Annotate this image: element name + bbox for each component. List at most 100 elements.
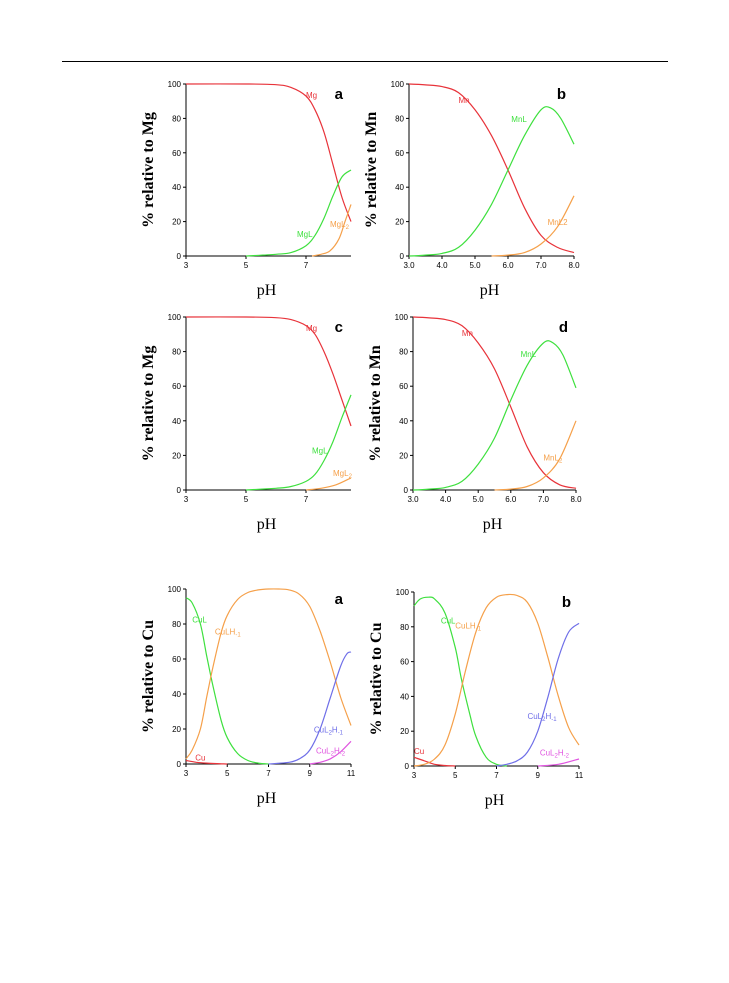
x-tick-label: 5.0 bbox=[473, 495, 485, 504]
y-axis-title: % relative to Mg bbox=[140, 112, 157, 228]
series-line-mn bbox=[408, 83, 575, 254]
y-tick-label: 80 bbox=[399, 348, 408, 357]
x-tick-label: 7 bbox=[494, 771, 499, 780]
y-tick-label: 60 bbox=[399, 382, 408, 391]
y-tick-label: 40 bbox=[172, 690, 181, 699]
y-axis-title: % relative to Mn bbox=[363, 112, 380, 229]
y-tick-label: 80 bbox=[395, 114, 404, 123]
y-tick-label: 60 bbox=[172, 655, 181, 664]
x-tick-label: 5 bbox=[453, 771, 458, 780]
x-tick-label: 3 bbox=[184, 769, 189, 778]
y-tick-label: 0 bbox=[400, 252, 405, 261]
series-line-mnl bbox=[412, 340, 577, 491]
panel-letter: a bbox=[335, 591, 344, 608]
x-tick-label: 7 bbox=[304, 495, 309, 504]
x-tick-label: 11 bbox=[347, 769, 356, 778]
series-line-culh-1 bbox=[413, 593, 580, 767]
curve-label: Cu bbox=[195, 754, 205, 763]
curve-label: MnL bbox=[511, 115, 527, 124]
chart-panel-2: 0 20 40 60 80 100 3.0 4.0 5.0 6.0 7.0 8.0 Mn MnL MnL2 b… bbox=[363, 80, 580, 299]
x-axis-title: pH bbox=[485, 792, 505, 809]
y-tick-label: 0 bbox=[405, 762, 410, 771]
panel-letter: b bbox=[557, 86, 566, 103]
curve-label: MgL2 bbox=[330, 220, 350, 231]
panel-letter: b bbox=[562, 594, 571, 611]
x-tick-label: 7.0 bbox=[538, 495, 550, 504]
curve-label: Mn bbox=[459, 96, 470, 105]
series-line-mg bbox=[185, 83, 352, 222]
series-line-mgl bbox=[245, 394, 352, 491]
y-tick-label: 60 bbox=[395, 149, 404, 158]
curve-label: Cu bbox=[414, 747, 424, 756]
y-tick-label: 100 bbox=[168, 80, 182, 89]
x-tick-label: 5 bbox=[244, 261, 249, 270]
x-tick-label: 7 bbox=[266, 769, 271, 778]
y-tick-label: 40 bbox=[399, 417, 408, 426]
x-tick-label: 3 bbox=[412, 771, 417, 780]
y-axis-title: % relative to Cu bbox=[140, 620, 157, 733]
y-tick-label: 20 bbox=[172, 725, 181, 734]
y-tick-label: 40 bbox=[395, 183, 404, 192]
series-line-cul2h-2 bbox=[537, 758, 580, 767]
x-tick-label: 5 bbox=[225, 769, 230, 778]
x-axis-title: pH bbox=[257, 516, 277, 533]
y-tick-label: 40 bbox=[172, 417, 181, 426]
series-line-cu bbox=[413, 756, 456, 767]
x-tick-label: 4.0 bbox=[436, 261, 448, 270]
y-tick-label: 100 bbox=[168, 585, 182, 594]
chart-panel-1: 0 20 40 60 80 100 3 5 7 Mg MgL MgL2 a % relative to M… bbox=[140, 80, 352, 299]
curve-label: Mg bbox=[306, 91, 317, 100]
series-line-cul bbox=[185, 597, 269, 765]
y-tick-label: 40 bbox=[400, 692, 409, 701]
curve-label: MgL bbox=[312, 447, 328, 456]
curve-label: MnL bbox=[521, 350, 537, 359]
curve-label: Mg bbox=[306, 324, 317, 333]
y-tick-label: 80 bbox=[400, 623, 409, 632]
x-tick-label: 5.0 bbox=[469, 261, 481, 270]
y-tick-label: 0 bbox=[177, 760, 182, 769]
y-tick-label: 20 bbox=[400, 727, 409, 736]
chart-panel-3: 0 20 40 60 80 100 3 5 7 Mg MgL MgL2 c % relative to M… bbox=[140, 313, 353, 533]
y-tick-label: 60 bbox=[172, 149, 181, 158]
curve-label: CuL bbox=[441, 616, 456, 625]
x-tick-label: 3.0 bbox=[403, 261, 415, 270]
x-tick-label: 5 bbox=[244, 495, 249, 504]
series-line-culh-1 bbox=[185, 588, 352, 760]
curve-label: MgL bbox=[297, 230, 313, 239]
series-line-mnl2 bbox=[494, 420, 577, 491]
y-axis-title: % relative to Mg bbox=[140, 346, 157, 462]
panel-letter: c bbox=[335, 319, 343, 336]
x-tick-label: 11 bbox=[575, 771, 584, 780]
curve-label: CuL2H-2 bbox=[316, 747, 346, 758]
y-tick-label: 20 bbox=[172, 451, 181, 460]
y-tick-label: 20 bbox=[399, 451, 408, 460]
x-axis-title: pH bbox=[480, 282, 500, 299]
y-tick-label: 20 bbox=[172, 218, 181, 227]
x-tick-label: 3.0 bbox=[407, 495, 419, 504]
x-tick-label: 7 bbox=[304, 261, 309, 270]
y-tick-label: 100 bbox=[168, 313, 182, 322]
y-tick-label: 0 bbox=[177, 252, 182, 261]
y-tick-label: 80 bbox=[172, 620, 181, 629]
x-tick-label: 7.0 bbox=[535, 261, 547, 270]
y-tick-label: 60 bbox=[172, 382, 181, 391]
curve-label: MgL2 bbox=[333, 469, 353, 480]
x-axis-title: pH bbox=[257, 282, 277, 299]
y-tick-label: 20 bbox=[395, 218, 404, 227]
series-line-cul2h-2 bbox=[309, 740, 352, 765]
curve-label: CuL2H-1 bbox=[527, 712, 557, 723]
series-line-mnl2 bbox=[491, 195, 575, 257]
x-tick-label: 6.0 bbox=[505, 495, 517, 504]
curve-label: CuL2H-1 bbox=[314, 726, 344, 737]
x-tick-label: 3 bbox=[184, 495, 189, 504]
page-header-rule bbox=[62, 61, 668, 62]
y-tick-label: 100 bbox=[396, 588, 410, 597]
x-axis-title: pH bbox=[257, 790, 277, 807]
y-tick-label: 0 bbox=[177, 486, 182, 495]
series-line-cu bbox=[185, 759, 228, 765]
x-axis-title: pH bbox=[483, 516, 503, 533]
x-tick-label: 9 bbox=[308, 769, 313, 778]
curve-label: CuL2H-2 bbox=[540, 749, 570, 760]
